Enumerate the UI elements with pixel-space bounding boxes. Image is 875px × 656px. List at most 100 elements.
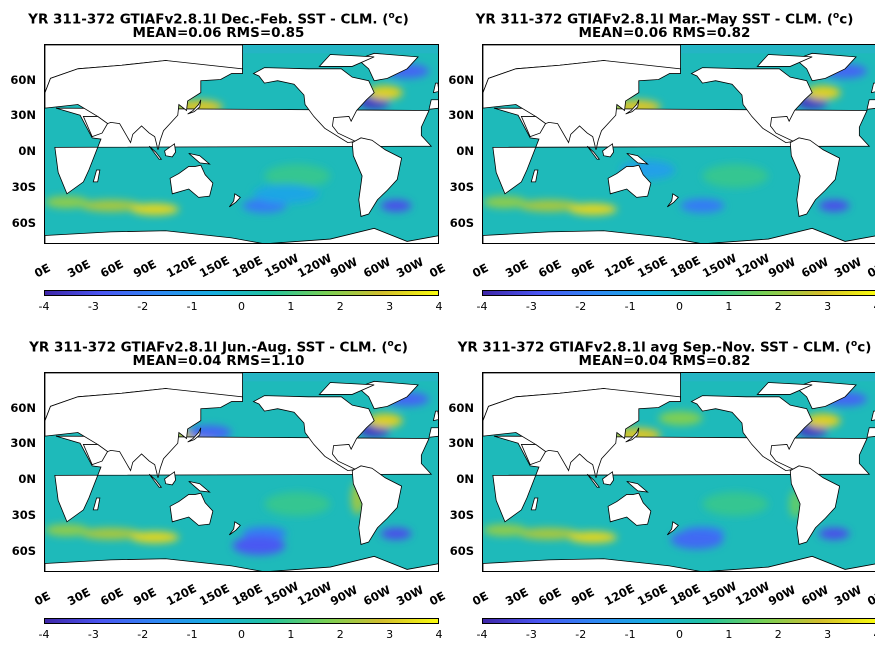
x-tick-label: 120W — [733, 250, 773, 281]
title-unit-superscript: o — [388, 11, 395, 21]
colorbar-tick-label: 0 — [238, 300, 245, 313]
anomaly-patch — [670, 530, 724, 550]
anomaly-patch — [818, 527, 850, 540]
land-mass — [625, 99, 640, 115]
land-mass — [866, 427, 875, 438]
land-mass — [789, 465, 841, 545]
land-mass — [626, 480, 649, 493]
land-mass — [252, 67, 375, 144]
land-mass — [690, 67, 813, 144]
land-mass — [82, 444, 109, 466]
anomaly-patch — [483, 196, 527, 209]
colorbar-tick-label: 1 — [725, 300, 733, 313]
land-mass — [187, 427, 202, 443]
colorbar-tick-label: -4 — [38, 300, 50, 313]
land-mass — [530, 169, 539, 183]
map-panel-2: YR 311-372 GTIAFv2.8.1l Mar.-May SST - C… — [438, 0, 875, 328]
x-tick-label: 60W — [799, 254, 832, 281]
land-mass — [690, 395, 813, 472]
y-tick-label: 30N — [448, 108, 474, 123]
land-mass — [432, 82, 438, 94]
x-tick-label: 30W — [394, 582, 426, 609]
colorbar-tick-label: 1 — [287, 628, 295, 641]
map-canvas — [483, 373, 875, 571]
x-tick-label: 30E — [64, 584, 93, 609]
land-mass — [756, 382, 813, 395]
colorbar-tick-label: -3 — [525, 300, 537, 313]
x-tick-label: 90W — [766, 254, 799, 281]
land-mass — [483, 227, 875, 243]
x-tick-label: 90E — [130, 256, 159, 281]
x-tick-label: 30W — [832, 582, 864, 609]
panel-stats: MEAN=0.04 RMS=0.82 — [578, 353, 751, 369]
x-tick-label: 60W — [361, 582, 394, 609]
colorbar-tick-label: -4 — [476, 300, 488, 313]
title-unit: c) — [393, 339, 408, 356]
colorbar-tick-label: -2 — [137, 628, 149, 641]
x-tick-label: 120W — [295, 578, 335, 609]
x-tick-label: 30W — [394, 254, 426, 281]
sst-anomaly-map — [482, 372, 875, 572]
title-text: YR 311-372 GTIAFv2.8.1l Mar.-May SST - C… — [475, 11, 834, 28]
colorbar-tick-label: 4 — [867, 628, 875, 641]
land-mass — [188, 480, 211, 493]
y-tick-label: 30S — [449, 179, 474, 194]
x-tick-label: 180E — [229, 253, 265, 281]
panel-stats: MEAN=0.06 RMS=0.82 — [578, 25, 751, 41]
anomaly-patch — [658, 411, 703, 426]
y-tick-label: 30S — [449, 507, 474, 522]
y-tick-label: 30N — [448, 436, 474, 451]
anomaly-patch — [232, 536, 286, 556]
title-unit: c) — [857, 339, 872, 356]
y-tick-label: 60S — [449, 215, 474, 230]
map-panel-1: YR 311-372 GTIAFv2.8.1l Dec.-Feb. SST - … — [0, 0, 447, 328]
land-mass — [252, 395, 375, 472]
land-mass — [351, 137, 403, 217]
panel-title: YR 311-372 GTIAFv2.8.1l Dec.-Feb. SST - … — [0, 8, 437, 28]
land-mass — [169, 164, 214, 198]
land-mass — [607, 164, 652, 198]
anomaly-patch — [80, 527, 142, 540]
x-tick-label: 150E — [634, 253, 670, 281]
land-mass — [520, 444, 547, 466]
land-mass — [229, 521, 241, 536]
colorbar-tick-label: 3 — [824, 300, 832, 313]
colorbar-tick-label: 2 — [336, 628, 344, 641]
land-mass — [667, 521, 679, 536]
x-tick-label: 0E — [865, 260, 875, 281]
colorbar-tick-label: 0 — [238, 628, 245, 641]
x-tick-label: 60E — [97, 584, 126, 609]
y-tick-label: 60S — [11, 543, 36, 558]
x-tick-label: 120E — [163, 253, 199, 281]
anomaly-patch — [45, 524, 89, 537]
y-tick-label: 30S — [11, 507, 36, 522]
land-mass — [356, 380, 419, 410]
land-mass — [229, 193, 241, 208]
land-mass — [318, 54, 375, 67]
colorbar-tick-label: 3 — [824, 628, 832, 641]
y-tick-label: 60N — [448, 72, 474, 87]
colorbar-tick-label: -2 — [575, 628, 587, 641]
land-mass — [351, 465, 403, 545]
y-tick-label: 0N — [18, 144, 36, 159]
land-mass — [794, 380, 857, 410]
colorbar — [44, 290, 439, 296]
land-mass — [45, 60, 243, 150]
x-tick-label: 150W — [700, 250, 740, 281]
colorbar-tick-label: 4 — [435, 628, 443, 641]
colorbar — [482, 618, 875, 624]
colorbar-tick-label: 1 — [725, 628, 733, 641]
y-tick-label: 30N — [10, 108, 36, 123]
x-tick-label: 60W — [361, 254, 394, 281]
x-tick-label: 180E — [667, 253, 703, 281]
colorbar-tick-label: 1 — [287, 300, 295, 313]
x-tick-label: 60E — [97, 256, 126, 281]
land-mass — [667, 193, 679, 208]
x-tick-label: 0E — [470, 260, 491, 281]
x-tick-label: 150W — [262, 250, 302, 281]
anomaly-patch — [518, 199, 580, 212]
x-tick-label: 0E — [32, 588, 53, 609]
title-text: YR 311-372 GTIAFv2.8.1l Dec.-Feb. SST - … — [28, 11, 389, 28]
land-mass — [625, 427, 640, 443]
y-tick-label: 30S — [11, 179, 36, 194]
